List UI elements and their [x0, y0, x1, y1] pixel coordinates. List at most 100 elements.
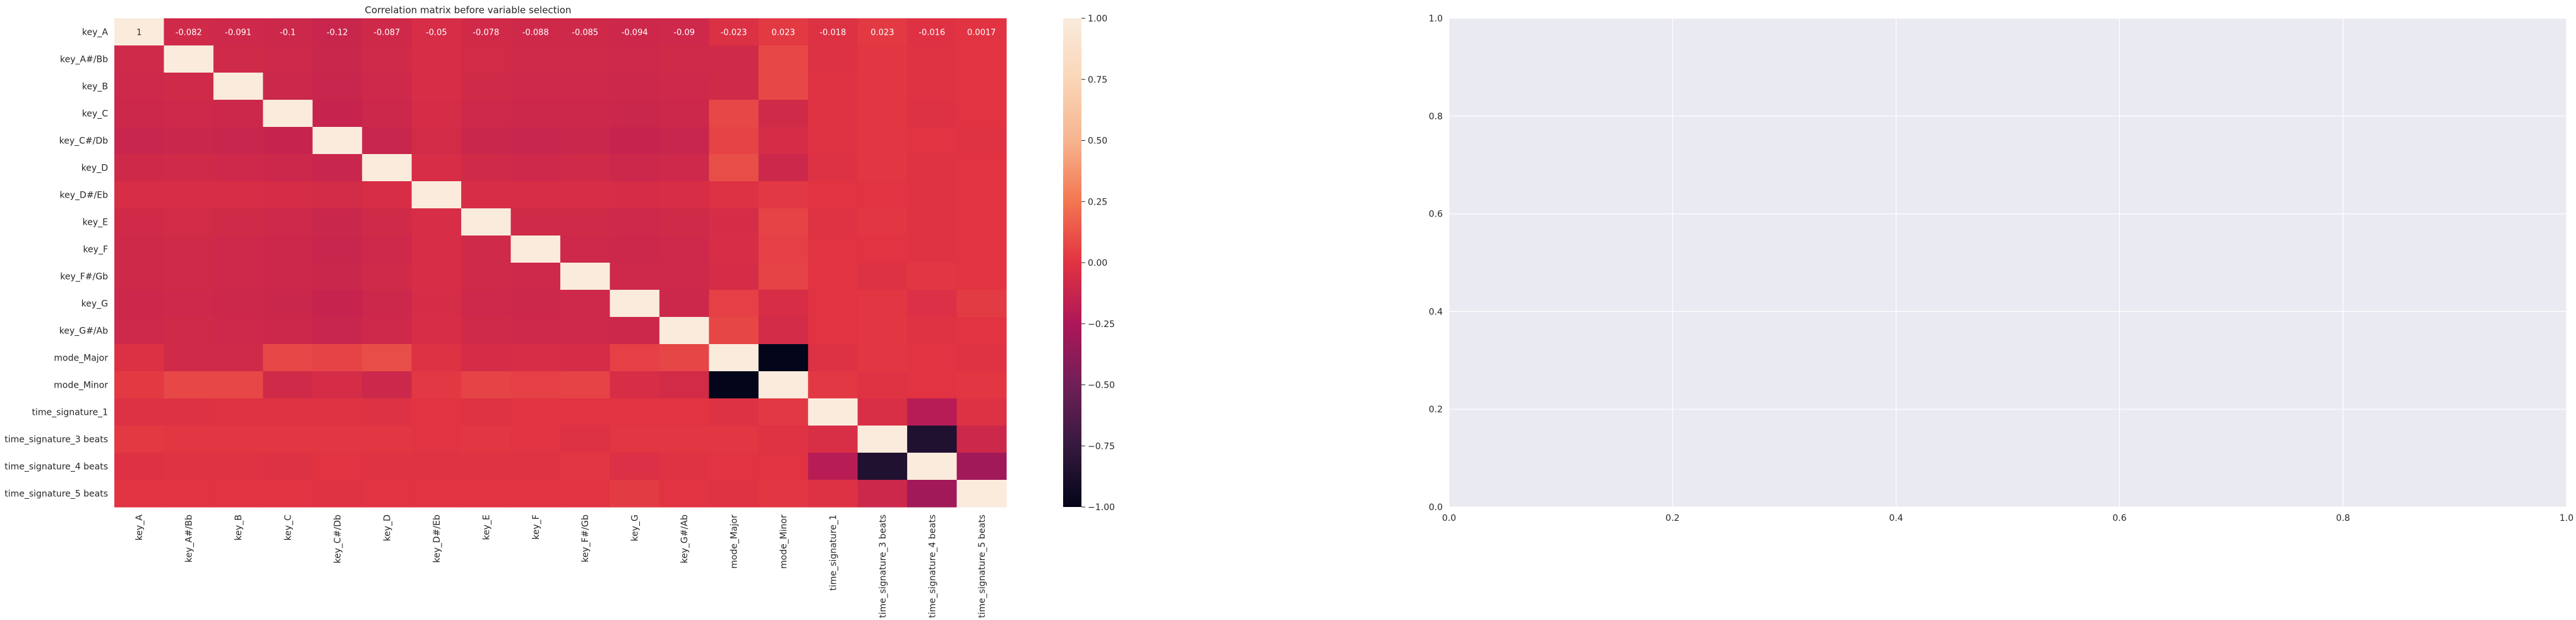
heatmap-annotations: 1 -0.082 -0.091 -0.1 -0.12 -0.087 -0.05 -0.078 -…	[136, 28, 996, 38]
heatmap-cell	[857, 181, 908, 209]
heatmap-x-label: key_G#/Ab	[680, 515, 690, 563]
heatmap-cell	[758, 154, 809, 182]
heatmap-cell	[213, 45, 263, 73]
heatmap-cell	[560, 127, 611, 155]
heatmap-cell	[956, 371, 1007, 399]
heatmap-cell	[709, 344, 759, 372]
heatmap-cell	[610, 344, 660, 372]
colorbar-ticks: 1.00 0.75 0.50 0.25 0.00 −0.25 −0.50 −0.75 −1.00	[1081, 14, 1115, 513]
heatmap-cell	[213, 127, 263, 155]
y-tick-label: 0.6	[1429, 210, 1443, 220]
heatmap-x-label: key_C#/Db	[333, 515, 343, 564]
x-tick-labels: 0.0 0.2 0.4 0.6 0.8 1.0	[1442, 513, 2573, 523]
heatmap-cell	[610, 208, 660, 236]
heatmap-cell	[758, 127, 809, 155]
heatmap-cell	[312, 208, 363, 236]
heatmap-cell	[560, 73, 611, 100]
heatmap-cell	[461, 45, 512, 73]
heatmap-cell	[907, 45, 958, 73]
heatmap-cell	[659, 100, 709, 128]
heatmap-cell	[659, 263, 709, 290]
heatmap-cell	[560, 154, 611, 182]
heatmap-cell	[709, 73, 759, 100]
heatmap-cell	[709, 263, 759, 290]
heatmap-cell	[758, 317, 809, 345]
heatmap-cell	[659, 480, 709, 508]
heatmap-cell	[510, 154, 561, 182]
heatmap-y-label: key_C#/Db	[59, 136, 109, 146]
heatmap-cells	[114, 18, 1007, 508]
heatmap-y-label: time_signature_1	[32, 408, 108, 418]
heatmap-cell	[461, 127, 512, 155]
heatmap-cell	[362, 290, 412, 318]
heatmap-cell	[213, 290, 263, 318]
heatmap-cell	[263, 398, 313, 426]
heatmap-cell	[659, 290, 709, 318]
heatmap-cell	[560, 263, 611, 290]
heatmap-cell	[510, 127, 561, 155]
heatmap-cell	[709, 398, 759, 426]
heatmap-cell	[510, 208, 561, 236]
heatmap-x-tick-labels: key_A key_A#/Bb key_B key_C key_C#/Db key_D ke…	[135, 515, 987, 618]
heatmap-cell	[956, 344, 1007, 372]
heatmap-cell	[857, 154, 908, 182]
heatmap-cell	[362, 208, 412, 236]
heatmap-x-label: time_signature_4 beats	[927, 515, 937, 618]
heatmap-x-label: key_F#/Gb	[581, 515, 591, 563]
heatmap-cell	[362, 453, 412, 480]
heatmap-annotation: -0.1	[280, 28, 296, 38]
heatmap-cell	[659, 181, 709, 209]
heatmap-x-label: key_E	[481, 515, 491, 540]
heatmap-x-label: time_signature_3 beats	[878, 515, 888, 618]
heatmap-cell	[411, 290, 462, 318]
heatmap-cell	[907, 453, 958, 480]
heatmap-cell	[213, 181, 263, 209]
heatmap-cell	[411, 208, 462, 236]
heatmap-annotation: -0.088	[522, 28, 549, 38]
heatmap-cell	[411, 317, 462, 345]
heatmap-cell	[808, 453, 858, 480]
heatmap-y-label: key_G#/Ab	[59, 326, 108, 337]
heatmap-cell	[461, 100, 512, 128]
heatmap-cell	[907, 127, 958, 155]
heatmap-cell	[213, 344, 263, 372]
heatmap-cell	[213, 317, 263, 345]
heatmap-cell	[461, 235, 512, 263]
heatmap-cell	[312, 426, 363, 453]
heatmap-cell	[709, 181, 759, 209]
heatmap-cell	[510, 453, 561, 480]
heatmap-cell	[213, 398, 263, 426]
heatmap-cell	[263, 290, 313, 318]
heatmap-cell	[808, 398, 858, 426]
heatmap-cell	[808, 100, 858, 128]
heatmap-cell	[659, 18, 709, 46]
heatmap-cell	[560, 426, 611, 453]
heatmap-cell	[411, 100, 462, 128]
heatmap-cell	[510, 73, 561, 100]
heatmap-cell	[659, 398, 709, 426]
heatmap-cell	[560, 344, 611, 372]
heatmap-cell	[461, 154, 512, 182]
heatmap-y-label: key_D	[81, 164, 108, 174]
heatmap-cell	[560, 290, 611, 318]
y-tick-label: 0.2	[1429, 405, 1443, 415]
heatmap-y-label: key_A#/Bb	[60, 55, 108, 65]
heatmap-cell	[213, 100, 263, 128]
heatmap-cell	[610, 290, 660, 318]
heatmap-cell	[758, 426, 809, 453]
heatmap-cell	[114, 371, 165, 399]
heatmap-cell	[461, 208, 512, 236]
heatmap-cell	[510, 426, 561, 453]
heatmap-cell	[114, 453, 165, 480]
heatmap-annotation: -0.085	[572, 28, 598, 38]
heatmap-cell	[263, 344, 313, 372]
heatmap-cell	[312, 73, 363, 100]
heatmap-cell	[956, 100, 1007, 128]
heatmap-cell	[758, 181, 809, 209]
heatmap-annotation: -0.091	[225, 28, 251, 38]
heatmap-cell	[411, 371, 462, 399]
heatmap-cell	[907, 263, 958, 290]
heatmap-cell	[956, 263, 1007, 290]
heatmap-cell	[164, 344, 214, 372]
heatmap-x-label: key_A#/Bb	[184, 515, 195, 563]
